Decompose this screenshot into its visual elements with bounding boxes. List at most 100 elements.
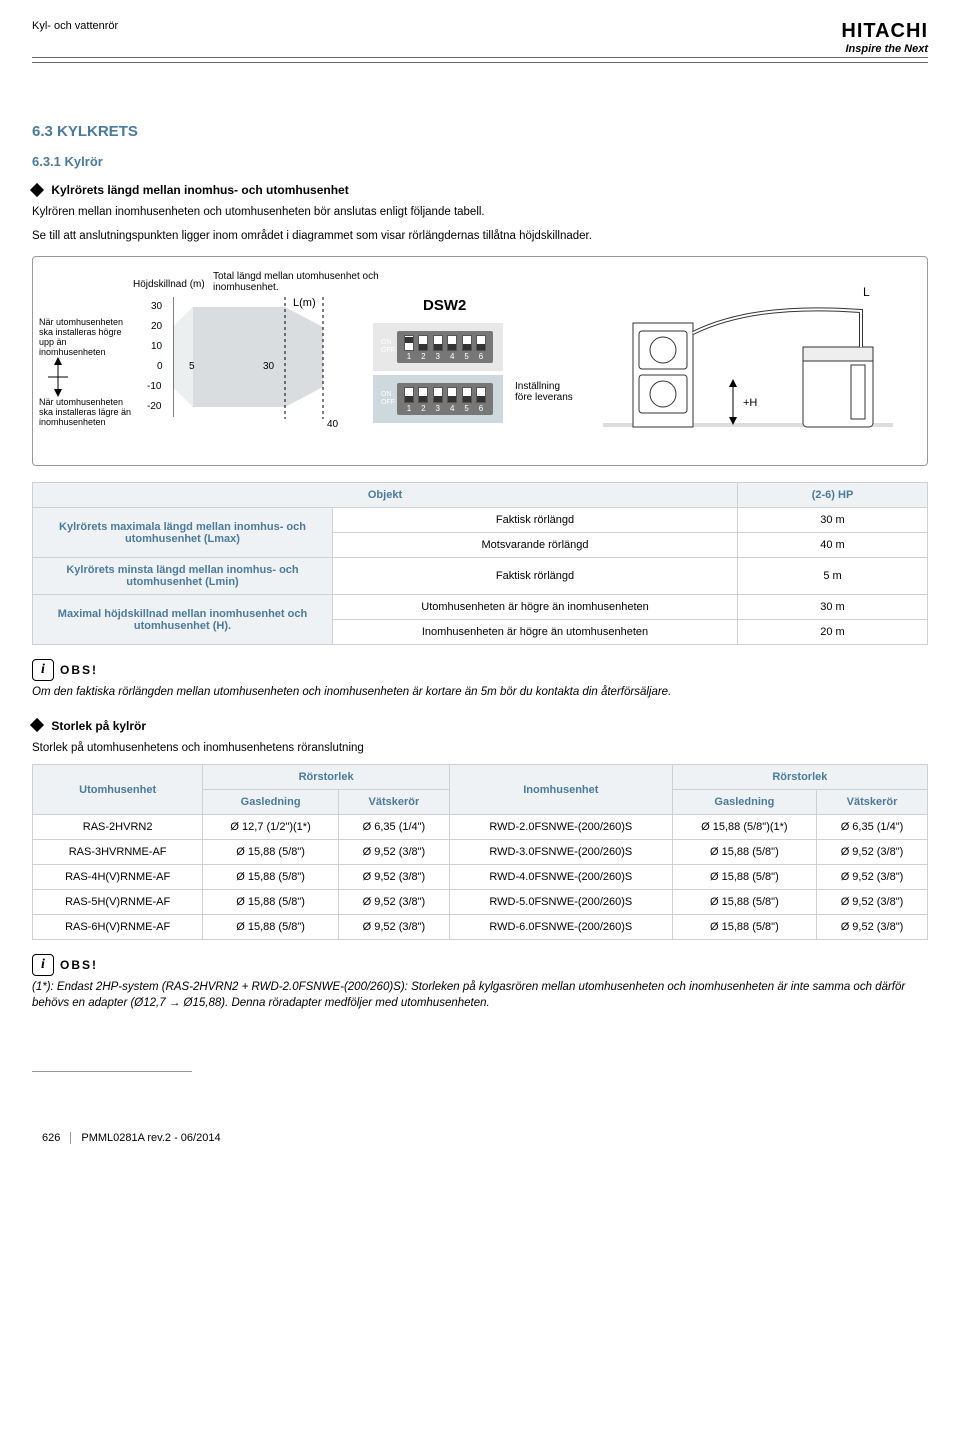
subheading-text: Storlek på kylrör bbox=[51, 719, 146, 733]
paragraph-3: Storlek på utomhusenhetens och inomhusen… bbox=[32, 741, 928, 757]
cell: Ø 9,52 (3/8") bbox=[816, 865, 927, 890]
cell: RAS-5H(V)RNME-AF bbox=[33, 890, 203, 915]
section-heading: 6.3 KYLKRETS bbox=[32, 123, 928, 140]
th-liq: Vätskerör bbox=[816, 790, 927, 815]
dip-on-label: ON bbox=[381, 339, 395, 347]
cell: Ø 9,52 (3/8") bbox=[338, 890, 449, 915]
cell: Faktisk rörlängd bbox=[333, 558, 738, 595]
th-gas: Gasledning bbox=[203, 790, 339, 815]
cell: Motsvarande rörlängd bbox=[333, 533, 738, 558]
cell: Ø 15,88 (5/8") bbox=[203, 915, 339, 940]
dip-switch-2: ONOFF 123456 bbox=[373, 375, 503, 423]
row-h-label: Maximal höjdskillnad mellan inomhusenhet… bbox=[33, 595, 333, 645]
info-icon: i bbox=[32, 659, 54, 681]
th-indoor: Inomhusenhet bbox=[449, 765, 672, 815]
cell: Ø 9,52 (3/8") bbox=[816, 915, 927, 940]
paragraph-2: Se till att anslutningspunkten ligger in… bbox=[32, 229, 928, 245]
diamond-icon bbox=[30, 718, 44, 732]
cell: Ø 15,88 (5/8") bbox=[672, 865, 816, 890]
note-2: (1*): Endast 2HP-system (RAS-2HVRN2 + RW… bbox=[32, 980, 928, 1011]
cell: 20 m bbox=[738, 620, 928, 645]
cell: Ø 9,52 (3/8") bbox=[338, 840, 449, 865]
dip-off-label: OFF bbox=[381, 347, 395, 355]
setting-label: Inställning före leverans bbox=[515, 381, 575, 403]
subheading-pipe-size: Storlek på kylrör bbox=[32, 719, 928, 733]
cell: Ø 9,52 (3/8") bbox=[338, 915, 449, 940]
cell: Ø 15,88 (5/8") bbox=[203, 890, 339, 915]
y-tick: 20 bbox=[151, 321, 162, 332]
cell: Ø 6,35 (1/4") bbox=[816, 815, 927, 840]
cell: RAS-2HVRN2 bbox=[33, 815, 203, 840]
pipe-length-chart bbox=[173, 297, 343, 427]
th-gas: Gasledning bbox=[672, 790, 816, 815]
y-axis-label: Höjdskillnad (m) bbox=[133, 279, 205, 290]
th-object: Objekt bbox=[33, 483, 738, 508]
brand-name: HITACHI bbox=[841, 20, 928, 43]
cell: Ø 9,52 (3/8") bbox=[338, 865, 449, 890]
unit-schematic-icon bbox=[603, 293, 893, 443]
dip-on-label: ON bbox=[381, 391, 395, 399]
info-icon: i bbox=[32, 954, 54, 976]
row-lmin-label: Kylrörets minsta längd mellan inomhus- o… bbox=[33, 558, 333, 595]
dip-switch-1: ONOFF 123456 bbox=[373, 323, 503, 371]
cell: Ø 15,88 (5/8") bbox=[672, 915, 816, 940]
cell: Ø 15,88 (5/8") bbox=[672, 890, 816, 915]
dip-off-label: OFF bbox=[381, 399, 395, 407]
footer-rule bbox=[32, 1071, 192, 1072]
y-tick: 30 bbox=[151, 301, 162, 312]
note-1: Om den faktiska rörlängden mellan utomhu… bbox=[32, 685, 928, 701]
header-rule bbox=[32, 62, 928, 63]
cell: Ø 9,52 (3/8") bbox=[816, 840, 927, 865]
th-hp: (2-6) HP bbox=[738, 483, 928, 508]
paragraph-1: Kylrören mellan inomhusenheten och utomh… bbox=[32, 205, 928, 221]
cell: Inomhusenheten är högre än utomhusenhete… bbox=[333, 620, 738, 645]
cell: 5 m bbox=[738, 558, 928, 595]
page-footer: 626 PMML0281A rev.2 - 06/2014 bbox=[32, 1132, 928, 1144]
cell: 30 m bbox=[738, 595, 928, 620]
page-header: Kyl- och vattenrör HITACHI Inspire the N… bbox=[32, 20, 928, 58]
note-lower: När utomhusenheten ska installeras lägre… bbox=[39, 397, 139, 427]
pipe-length-diagram: När utomhusenheten ska installeras högre… bbox=[32, 256, 928, 466]
obs-label: OBS! bbox=[60, 958, 98, 972]
cell: RAS-6H(V)RNME-AF bbox=[33, 915, 203, 940]
cell: 40 m bbox=[738, 533, 928, 558]
cell: RWD-5.0FSNWE-(200/260)S bbox=[449, 890, 672, 915]
cell: Utomhusenheten är högre än inomhusenhete… bbox=[333, 595, 738, 620]
x-tick: 40 bbox=[327, 419, 338, 430]
table-row: RAS-4H(V)RNME-AFØ 15,88 (5/8")Ø 9,52 (3/… bbox=[33, 865, 928, 890]
x-tick: 30 bbox=[263, 361, 274, 372]
th-outdoor: Utomhusenhet bbox=[33, 765, 203, 815]
subheading-pipe-length: Kylrörets längd mellan inomhus- och utom… bbox=[32, 183, 928, 197]
cell: RWD-3.0FSNWE-(200/260)S bbox=[449, 840, 672, 865]
brand-tagline: Inspire the Next bbox=[841, 43, 928, 55]
cell: Ø 6,35 (1/4") bbox=[338, 815, 449, 840]
cell: RWD-2.0FSNWE-(200/260)S bbox=[449, 815, 672, 840]
chart-top-caption: Total längd mellan utomhusenhet och inom… bbox=[213, 271, 383, 293]
y-tick: 10 bbox=[151, 341, 162, 352]
x-tick: 5 bbox=[189, 361, 195, 372]
row-lmax-label: Kylrörets maximala längd mellan inomhus-… bbox=[33, 508, 333, 558]
table-row: RAS-3HVRNME-AFØ 15,88 (5/8")Ø 9,52 (3/8"… bbox=[33, 840, 928, 865]
subsection-heading: 6.3.1 Kylrör bbox=[32, 154, 928, 169]
cell: RAS-3HVRNME-AF bbox=[33, 840, 203, 865]
y-tick: -20 bbox=[147, 401, 161, 412]
cell: Ø 12,7 (1/2")(1*) bbox=[203, 815, 339, 840]
dsw2-title: DSW2 bbox=[423, 297, 466, 314]
obs-block-2: i OBS! bbox=[32, 954, 928, 976]
th-liq: Vätskerör bbox=[338, 790, 449, 815]
table-row: RAS-2HVRN2Ø 12,7 (1/2")(1*)Ø 6,35 (1/4")… bbox=[33, 815, 928, 840]
header-title: Kyl- och vattenrör bbox=[32, 20, 118, 32]
note-upper: När utomhusenheten ska installeras högre… bbox=[39, 317, 129, 357]
plus-h-label: +H bbox=[743, 397, 757, 409]
y-tick: -10 bbox=[147, 381, 161, 392]
cell: Ø 15,88 (5/8")(1*) bbox=[672, 815, 816, 840]
th-size: Rörstorlek bbox=[672, 765, 927, 790]
th-size: Rörstorlek bbox=[203, 765, 450, 790]
table-row: RAS-5H(V)RNME-AFØ 15,88 (5/8")Ø 9,52 (3/… bbox=[33, 890, 928, 915]
pipe-length-table: Objekt (2-6) HP Kylrörets maximala längd… bbox=[32, 482, 928, 645]
vertical-double-arrow-icon bbox=[45, 357, 71, 397]
l-label: L bbox=[863, 285, 870, 299]
cell: Ø 15,88 (5/8") bbox=[203, 840, 339, 865]
cell: Faktisk rörlängd bbox=[333, 508, 738, 533]
revision-text: PMML0281A rev.2 - 06/2014 bbox=[81, 1132, 220, 1144]
